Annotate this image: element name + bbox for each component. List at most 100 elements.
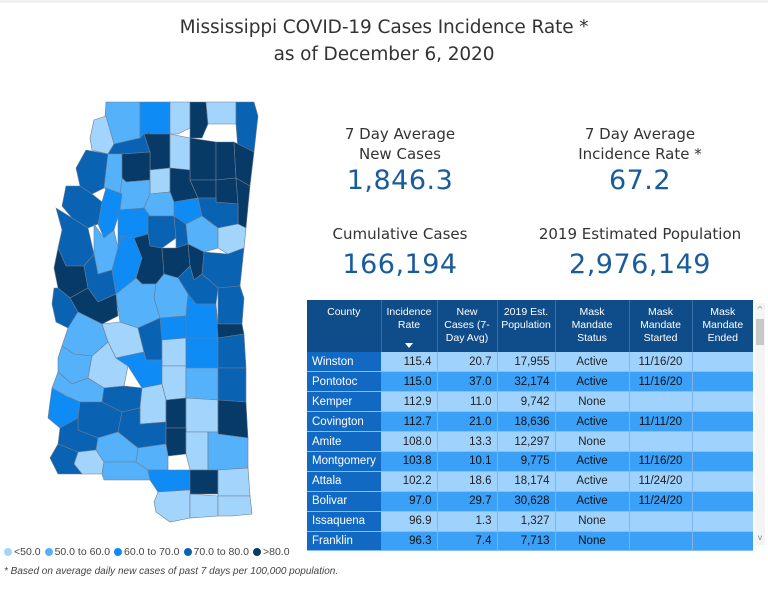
county-region[interactable]	[49, 443, 83, 475]
county-region[interactable]	[149, 167, 171, 195]
county-region[interactable]	[169, 133, 191, 171]
legend-dot-icon	[4, 548, 12, 556]
mask-started-cell: 11/24/20	[629, 491, 693, 512]
table-row[interactable]: Winston 115.4 20.7 17,955 Active 11/16/20	[307, 352, 753, 373]
county-region[interactable]	[185, 431, 209, 471]
county-region[interactable]	[217, 399, 249, 439]
title-line-1: Mississippi COVID-19 Cases Incidence Rat…	[179, 17, 589, 38]
table-row[interactable]: Bolivar 97.0 29.7 30,628 Active 11/24/20	[307, 491, 753, 512]
legend-item[interactable]: 60.0 to 70.0	[114, 546, 180, 558]
new-cases-cell: 20.7	[437, 352, 498, 373]
legend-item[interactable]: 50.0 to 60.0	[44, 546, 110, 558]
county-region[interactable]	[215, 303, 245, 339]
scroll-down-icon[interactable]: v	[757, 533, 763, 542]
county-region[interactable]	[169, 101, 191, 135]
column-header-population[interactable]: 2019 Est. Population	[497, 300, 556, 352]
county-region[interactable]	[189, 101, 209, 139]
column-header-county[interactable]: County	[307, 300, 382, 352]
kpi-label: Incidence Rate *	[578, 145, 702, 163]
scroll-up-icon[interactable]: ^	[756, 305, 764, 314]
county-region[interactable]	[217, 333, 247, 369]
mask-status-cell: Active	[555, 491, 630, 512]
legend-label: <50.0	[14, 546, 41, 558]
legend-item[interactable]: >80.0	[252, 546, 290, 558]
county-region[interactable]	[205, 101, 237, 125]
county-region[interactable]	[153, 489, 191, 523]
population-cell: 9,775	[497, 451, 556, 472]
county-region[interactable]	[147, 469, 191, 493]
population-cell: 30,628	[497, 491, 556, 512]
table-row[interactable]: Franklin 96.3 7.4 7,713 None	[307, 531, 753, 551]
mask-status-cell: Active	[555, 471, 630, 492]
mask-status-cell: None	[555, 431, 630, 452]
mask-ended-cell	[692, 352, 753, 373]
county-region[interactable]	[185, 337, 219, 369]
county-choropleth-map[interactable]	[18, 98, 280, 528]
county-region[interactable]	[161, 337, 187, 367]
sort-descending-icon	[405, 343, 413, 348]
county-region[interactable]	[215, 141, 237, 181]
county-region[interactable]	[185, 397, 219, 433]
county-region[interactable]	[147, 215, 177, 249]
county-region[interactable]	[159, 315, 187, 341]
kpi-value: 2,976,149	[569, 249, 711, 280]
scroll-thumb[interactable]	[756, 319, 764, 345]
population-cell: 7,713	[497, 531, 556, 551]
population-cell: 9,742	[497, 391, 556, 413]
county-region[interactable]	[189, 469, 219, 495]
map-svg[interactable]	[18, 98, 280, 528]
mask-ended-cell	[692, 431, 753, 452]
incidence-rate-cell: 112.7	[381, 411, 438, 433]
county-region[interactable]	[165, 397, 187, 429]
column-header-mask-status[interactable]: Mask Mandate Status	[555, 300, 630, 352]
incidence-rate-cell: 108.0	[381, 431, 438, 452]
county-region[interactable]	[207, 431, 249, 471]
kpi-7day-avg-incidence-rate: 7 Day Average Incidence Rate * 67.2	[520, 124, 760, 198]
table-row[interactable]: Covington 112.7 21.0 18,636 Active 11/11/20	[307, 411, 753, 433]
county-region[interactable]	[189, 493, 219, 519]
legend-label: 60.0 to 70.0	[124, 546, 180, 558]
mask-started-cell: 11/24/20	[629, 471, 693, 492]
legend-item[interactable]: 70.0 to 80.0	[183, 546, 249, 558]
county-cell: Bolivar	[307, 491, 381, 512]
county-region[interactable]	[185, 367, 219, 401]
county-cell: Montgomery	[307, 451, 381, 472]
county-region[interactable]	[217, 285, 245, 325]
county-region[interactable]	[217, 467, 251, 497]
incidence-rate-cell: 115.0	[381, 371, 438, 393]
table-row[interactable]: Issaquena 96.9 1.3 1,327 None	[307, 511, 753, 532]
table-header-row: County Incidence Rate New Cases (7-Day A…	[307, 300, 753, 352]
column-header-mask-started[interactable]: Mask Mandate Started	[629, 300, 693, 352]
county-cell: Franklin	[307, 531, 381, 551]
legend-dot-icon	[183, 548, 192, 556]
mask-ended-cell	[692, 471, 753, 492]
legend-item[interactable]: <50.0	[4, 546, 41, 558]
new-cases-cell: 13.3	[437, 431, 498, 452]
table-row[interactable]: Amite 108.0 13.3 12,297 None	[307, 431, 753, 452]
column-header-new-cases[interactable]: New Cases (7-Day Avg)	[437, 300, 498, 352]
mask-ended-cell	[692, 511, 753, 532]
table-row[interactable]: Kemper 112.9 11.0 9,742 None	[307, 391, 753, 413]
column-header-incidence-rate[interactable]: Incidence Rate	[381, 300, 438, 352]
county-region[interactable]	[161, 365, 187, 401]
county-region[interactable]	[139, 383, 167, 425]
new-cases-cell: 10.1	[437, 451, 498, 472]
table-row[interactable]: Pontotoc 115.0 37.0 32,174 Active 11/16/20	[307, 371, 753, 393]
table-row[interactable]: Montgomery 103.8 10.1 9,775 Active 11/16/20	[307, 451, 753, 472]
county-region[interactable]	[61, 185, 103, 229]
table-scrollbar[interactable]: ^ v	[755, 303, 765, 545]
legend-dot-icon	[44, 548, 53, 556]
county-region[interactable]	[217, 495, 253, 517]
mask-status-cell: None	[555, 531, 630, 551]
table-row[interactable]: Attala 102.2 18.6 18,174 Active 11/24/20	[307, 471, 753, 492]
county-region[interactable]	[165, 427, 187, 457]
county-region[interactable]	[121, 151, 151, 183]
county-cell: Issaquena	[307, 511, 381, 532]
county-region[interactable]	[215, 177, 239, 205]
county-region[interactable]	[217, 367, 247, 403]
population-cell: 12,297	[497, 431, 556, 452]
county-region[interactable]	[189, 137, 217, 181]
population-cell: 18,636	[497, 411, 556, 433]
title-line-2: as of December 6, 2020	[273, 44, 495, 65]
column-header-mask-ended[interactable]: Mask Mandate Ended	[692, 300, 753, 352]
